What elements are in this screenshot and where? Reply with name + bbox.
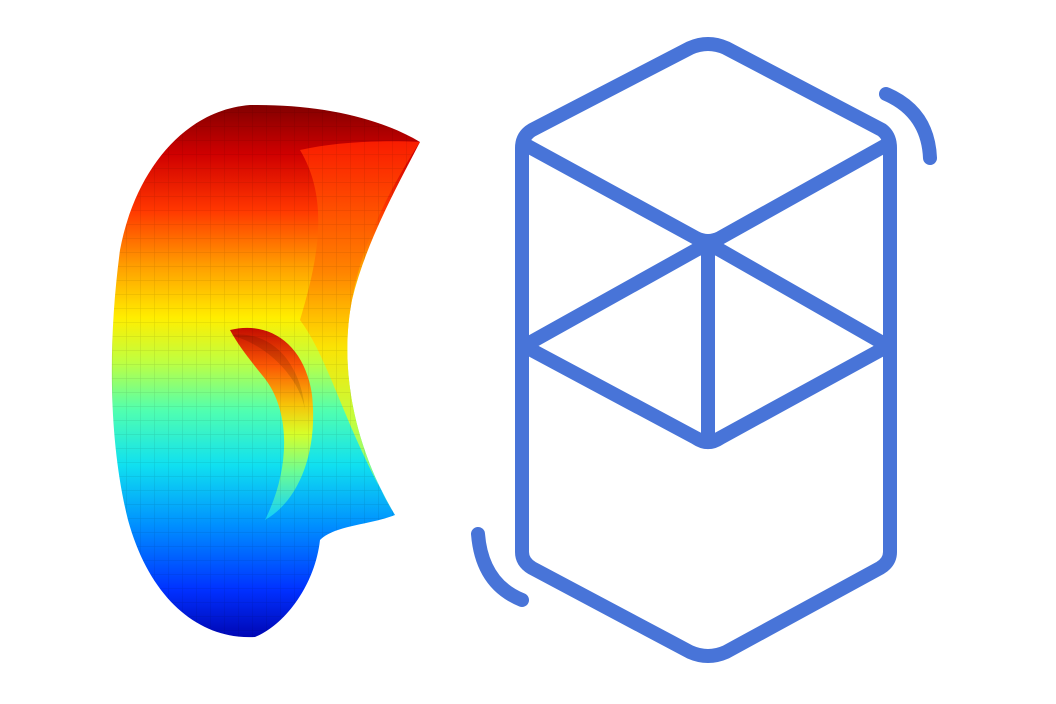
colored-3d-surface [111, 104, 421, 638]
fantom-cube-logo [471, 37, 937, 663]
